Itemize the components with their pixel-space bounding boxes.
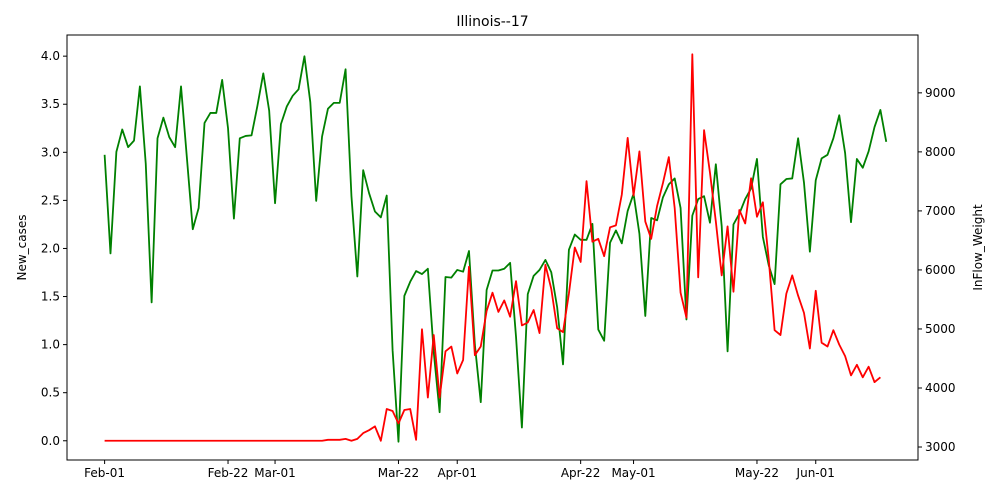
y-left-tick-label: 2.5 bbox=[41, 193, 60, 207]
y-left-tick-label: 2.0 bbox=[41, 241, 60, 255]
y-left-tick-label: 0.0 bbox=[41, 434, 60, 448]
y-right-tick-label: 4000 bbox=[925, 381, 956, 395]
y-axis-label-left: New_cases bbox=[15, 214, 29, 280]
x-tick-label: Feb-22 bbox=[208, 466, 249, 480]
y-axis-label-right: InFlow_Weight bbox=[971, 204, 985, 291]
y-right-tick-label: 9000 bbox=[925, 86, 956, 100]
y-right-tick-label: 3000 bbox=[925, 440, 956, 454]
x-tick-label: Mar-22 bbox=[378, 466, 419, 480]
y-right-tick-label: 7000 bbox=[925, 204, 956, 218]
series-layer bbox=[103, 53, 888, 443]
ticks-layer: Feb-01 Feb-22 Mar-01 Mar-22 Apr-01 Apr-22 May-… bbox=[41, 49, 956, 480]
y-right-tick-label: 6000 bbox=[925, 263, 956, 277]
x-tick-label: Feb-01 bbox=[84, 466, 125, 480]
y-right-tick-label: 8000 bbox=[925, 145, 956, 159]
x-tick-label: May-01 bbox=[611, 466, 655, 480]
y-left-tick-label: 4.0 bbox=[41, 49, 60, 63]
x-tick-label: Mar-01 bbox=[254, 466, 295, 480]
y-left-tick-label: 3.5 bbox=[41, 97, 60, 111]
plot-frame bbox=[66, 34, 919, 461]
x-tick-label: Apr-01 bbox=[437, 466, 477, 480]
y-left-tick-label: 1.0 bbox=[41, 338, 60, 352]
series-line-inflow-weight bbox=[103, 55, 888, 443]
y-right-tick-label: 5000 bbox=[925, 322, 956, 336]
y-left-tick-label: 3.0 bbox=[41, 145, 60, 159]
x-tick-label: May-22 bbox=[735, 466, 779, 480]
y-left-tick-label: 1.5 bbox=[41, 290, 60, 304]
series-line-new-cases bbox=[104, 53, 881, 442]
x-tick-label: Apr-22 bbox=[561, 466, 601, 480]
y-left-tick-label: 0.5 bbox=[41, 386, 60, 400]
chart-title: Illinois--17 bbox=[456, 14, 528, 30]
x-tick-label: Jun-01 bbox=[796, 466, 835, 480]
